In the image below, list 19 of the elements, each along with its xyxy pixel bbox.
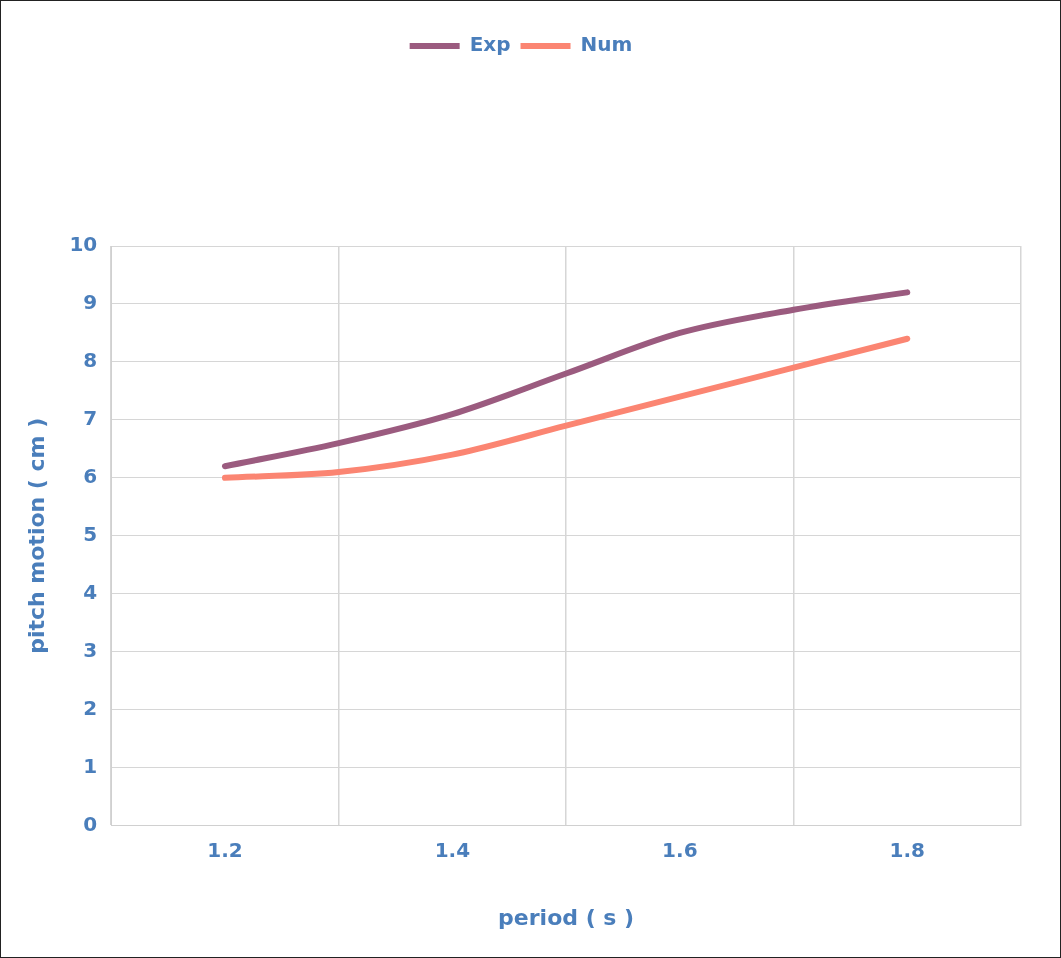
x-tick-label: 1.4 xyxy=(434,837,471,862)
y-tick-label: 2 xyxy=(83,695,98,720)
y-tick-label: 7 xyxy=(83,406,98,431)
y-tick-label: 8 xyxy=(83,348,98,373)
legend-label: Num xyxy=(580,32,633,57)
y-tick-label: 5 xyxy=(83,522,98,546)
y-tick-label: 3 xyxy=(83,637,98,662)
y-axis-title: pitch motion ( cm ) xyxy=(23,417,49,654)
y-tick-label: 4 xyxy=(83,579,98,604)
x-tick-label: 1.8 xyxy=(889,837,925,862)
y-tick-label: 9 xyxy=(83,290,98,315)
legend-label: Exp xyxy=(469,32,511,57)
y-tick-label: 1 xyxy=(83,753,98,778)
x-tick-label: 1.2 xyxy=(207,837,243,862)
y-tick-label: 0 xyxy=(83,811,98,836)
x-axis-title: period ( s ) xyxy=(498,904,635,930)
y-tick-label: 6 xyxy=(83,464,98,489)
y-tick-label: 10 xyxy=(69,232,98,257)
x-tick-label: 1.6 xyxy=(662,837,698,862)
